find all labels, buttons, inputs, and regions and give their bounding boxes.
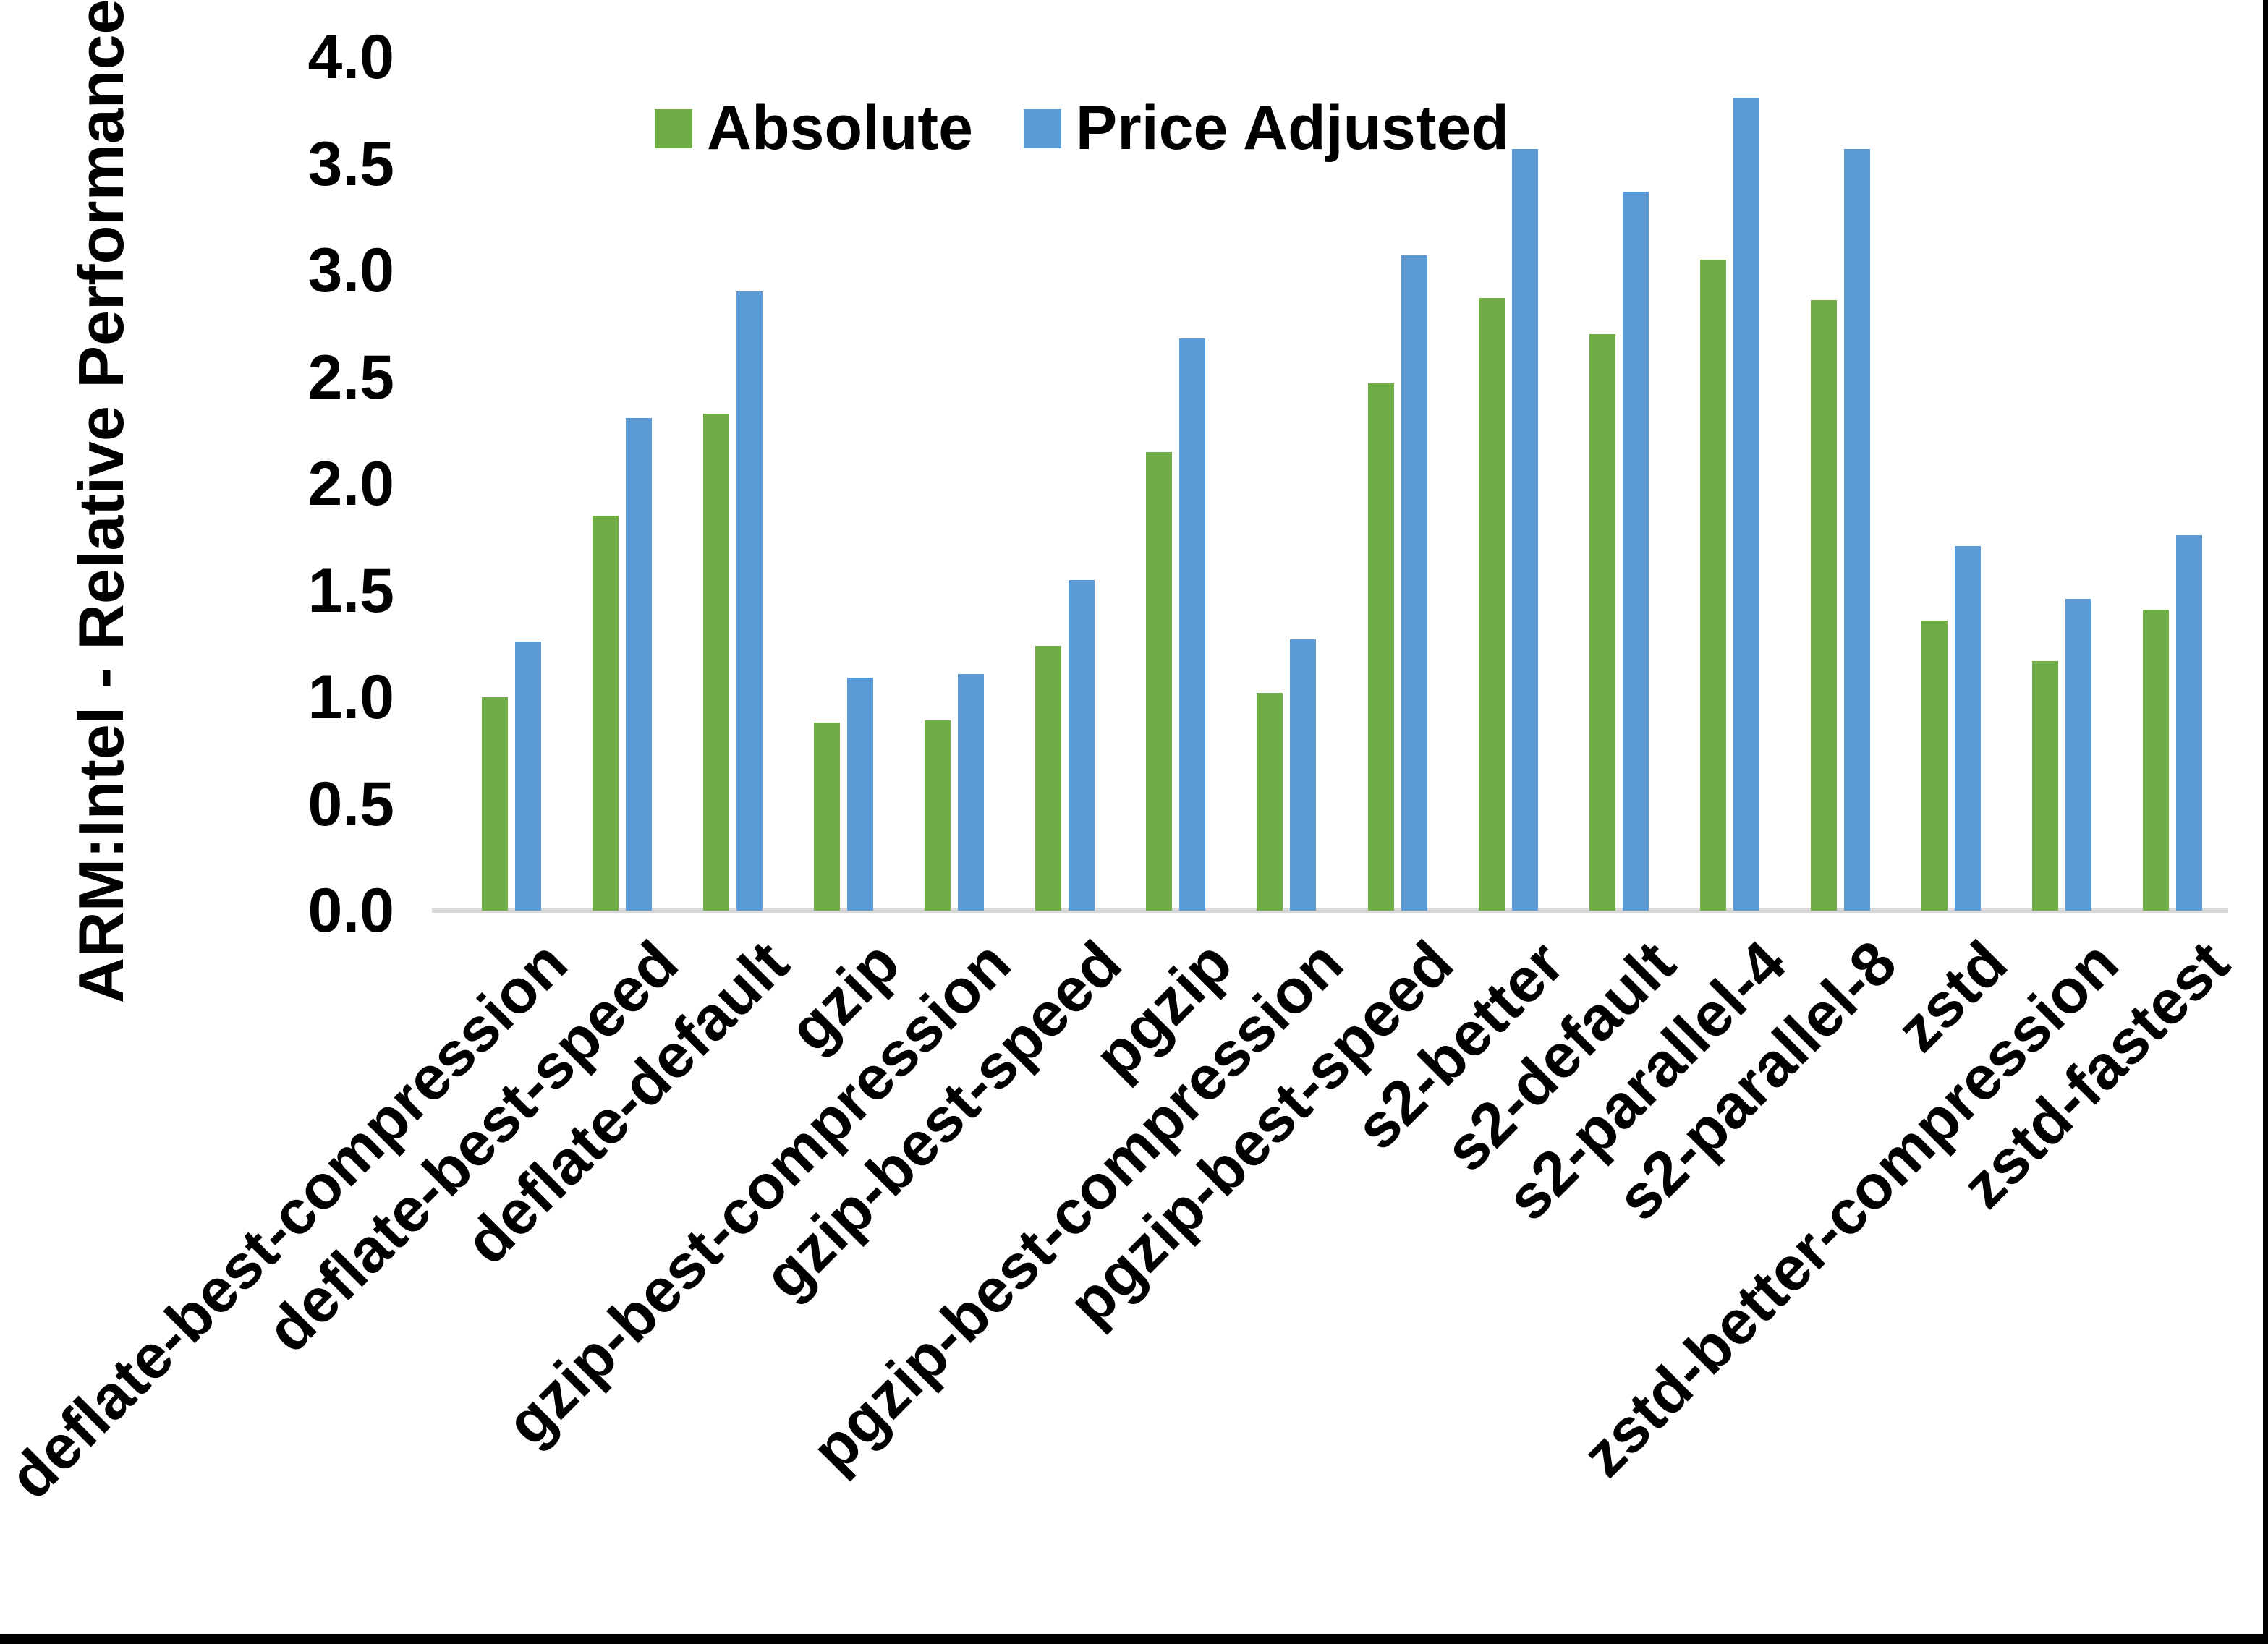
bar-gzip-best-compression-price-adjusted xyxy=(958,674,984,911)
bar-zstd-fastest-absolute xyxy=(2143,610,2169,911)
legend-swatch-price-adjusted xyxy=(1023,108,1061,148)
legend: Absolute Price Adjusted xyxy=(655,93,1509,164)
bar-s2-default-absolute xyxy=(1589,334,1615,911)
bar-s2-parallel-8-absolute xyxy=(1811,300,1837,911)
bar-zstd-absolute xyxy=(1921,621,1948,911)
y-tick-label-4.0: 4.0 xyxy=(307,22,394,92)
y-tick-label-3.5: 3.5 xyxy=(307,129,394,199)
bar-s2-better-price-adjusted xyxy=(1512,149,1538,911)
bar-pgzip-best-compression-absolute xyxy=(1257,693,1283,911)
bar-pgzip-best-compression-price-adjusted xyxy=(1290,639,1316,911)
legend-swatch-absolute xyxy=(655,108,692,148)
screenshot-bottom-border xyxy=(0,1634,2268,1644)
bar-deflate-default-absolute xyxy=(703,414,729,911)
bar-gzip-best-speed-price-adjusted xyxy=(1069,580,1095,911)
bar-s2-parallel-4-price-adjusted xyxy=(1733,98,1759,911)
y-tick-label-2.5: 2.5 xyxy=(307,342,394,412)
y-tick-label-1.0: 1.0 xyxy=(307,663,394,732)
legend-item-absolute: Absolute xyxy=(655,93,973,164)
legend-item-price-adjusted: Price Adjusted xyxy=(1023,93,1509,164)
bar-pgzip-best-speed-absolute xyxy=(1368,383,1394,911)
y-tick-label-0.5: 0.5 xyxy=(307,769,394,839)
x-axis-line xyxy=(432,908,2228,913)
legend-label-absolute: Absolute xyxy=(707,93,973,163)
screenshot-right-border xyxy=(2263,0,2268,1644)
bar-s2-parallel-8-price-adjusted xyxy=(1844,149,1870,911)
bar-zstd-fastest-price-adjusted xyxy=(2176,535,2202,911)
bar-s2-default-price-adjusted xyxy=(1623,192,1649,911)
y-tick-label-0.0: 0.0 xyxy=(307,876,394,945)
bar-deflate-best-compression-price-adjusted xyxy=(515,642,541,911)
legend-label-price-adjusted: Price Adjusted xyxy=(1075,93,1509,163)
bar-deflate-best-compression-absolute xyxy=(482,697,508,911)
bar-gzip-best-speed-absolute xyxy=(1035,646,1061,911)
bar-deflate-default-price-adjusted xyxy=(736,291,763,911)
bar-deflate-best-speed-price-adjusted xyxy=(626,418,652,911)
bar-zstd-price-adjusted xyxy=(1955,546,1981,911)
bar-pgzip-price-adjusted xyxy=(1179,338,1205,911)
y-tick-label-3.0: 3.0 xyxy=(307,236,394,305)
bar-zstd-better-compression-price-adjusted xyxy=(2065,599,2091,911)
bar-s2-parallel-4-absolute xyxy=(1700,260,1726,911)
y-tick-label-1.5: 1.5 xyxy=(307,555,394,626)
y-tick-label-2.0: 2.0 xyxy=(307,449,394,519)
bar-pgzip-absolute xyxy=(1146,452,1172,911)
bar-gzip-absolute xyxy=(814,723,840,911)
bar-deflate-best-speed-absolute xyxy=(593,516,619,911)
bar-s2-better-absolute xyxy=(1479,298,1505,911)
bar-zstd-better-compression-absolute xyxy=(2032,661,2058,911)
bar-gzip-best-compression-absolute xyxy=(925,720,951,911)
bar-pgzip-best-speed-price-adjusted xyxy=(1401,255,1427,911)
bar-gzip-price-adjusted xyxy=(847,678,873,911)
